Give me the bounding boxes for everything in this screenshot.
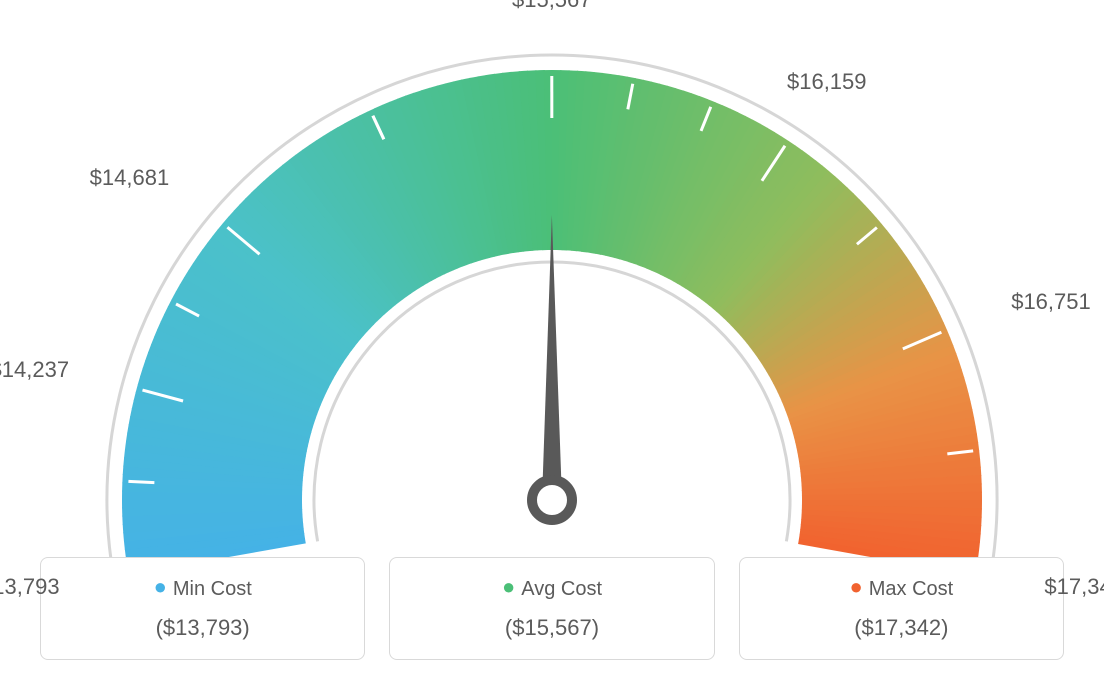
min-cost-value: ($13,793)	[51, 615, 354, 641]
gauge-tick-label: $17,342	[1044, 574, 1104, 600]
gauge-svg	[0, 0, 1104, 560]
max-cost-value: ($17,342)	[750, 615, 1053, 641]
min-cost-card: ● Min Cost ($13,793)	[40, 557, 365, 660]
gauge-tick-label: $13,793	[0, 574, 60, 600]
min-cost-title-text: Min Cost	[173, 578, 252, 600]
min-cost-dot: ●	[154, 574, 167, 599]
avg-cost-value: ($15,567)	[400, 615, 703, 641]
gauge-tick-label: $15,567	[512, 0, 592, 13]
summary-cards: ●Min Cost ($13,793) ●Avg Cost ($15,567) …	[40, 557, 1064, 660]
min-cost-title: ● Min Cost	[51, 574, 354, 601]
max-cost-title-text: Max Cost	[869, 578, 953, 600]
gauge-tick-label: $16,751	[1011, 289, 1091, 315]
gauge-tick-label: $16,159	[787, 69, 867, 95]
avg-cost-title: ● Avg Cost	[400, 574, 703, 601]
gauge-cost-chart: ●Min Cost ($13,793) ●Avg Cost ($15,567) …	[0, 0, 1104, 690]
max-cost-dot: ●	[849, 574, 862, 599]
max-cost-title: ● Max Cost	[750, 574, 1053, 601]
max-cost-card: ● Max Cost ($17,342)	[739, 557, 1064, 660]
gauge-tick-label: $14,681	[90, 165, 170, 191]
avg-cost-dot: ●	[502, 574, 515, 599]
gauge-tick-label: $14,237	[0, 357, 69, 383]
avg-cost-title-text: Avg Cost	[521, 578, 602, 600]
avg-cost-card: ● Avg Cost ($15,567)	[389, 557, 714, 660]
